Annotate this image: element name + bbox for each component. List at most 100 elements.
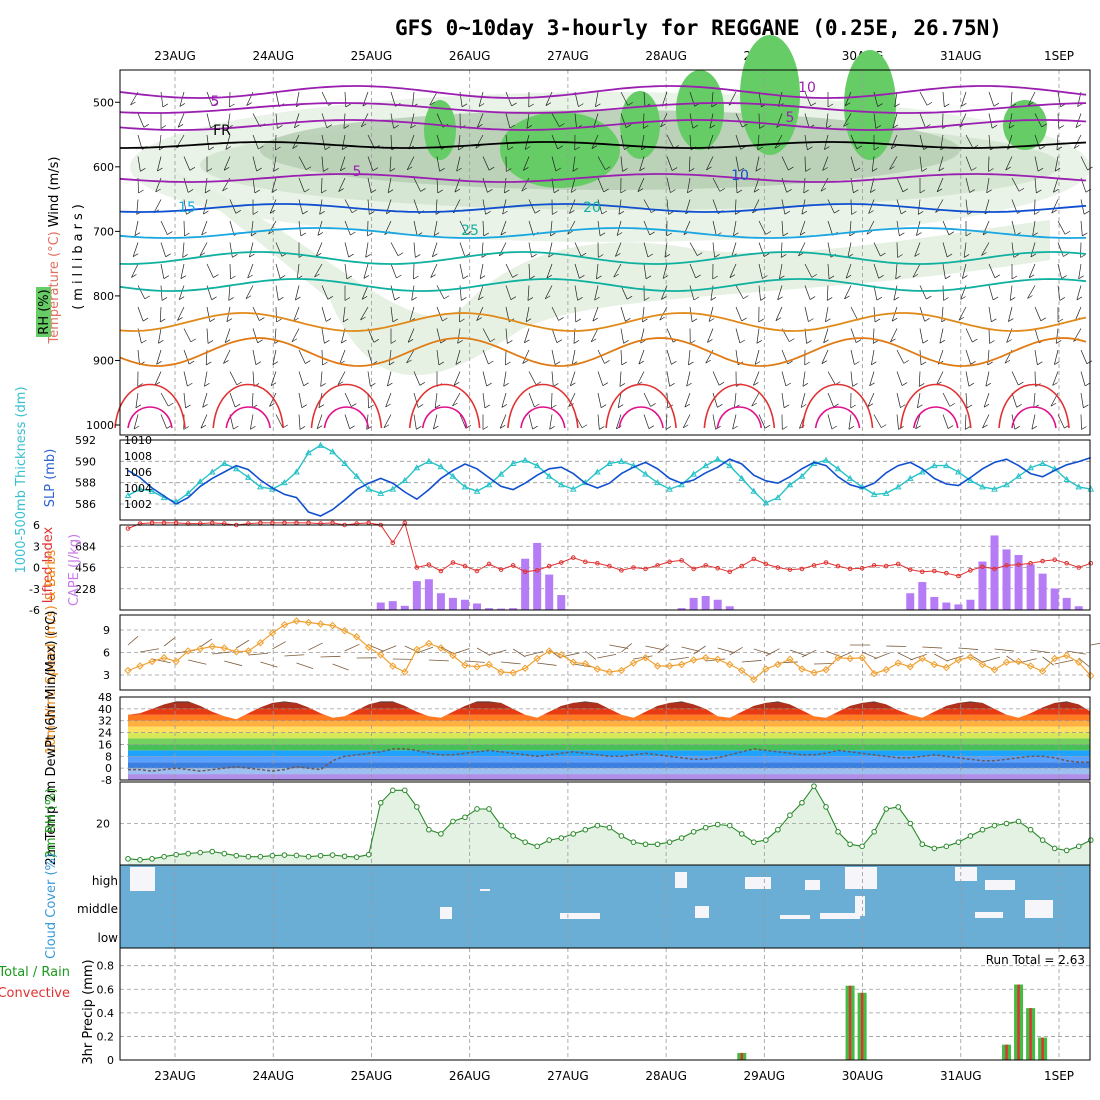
- lifted-index-marker: [1040, 558, 1045, 564]
- wind-barb: [778, 91, 783, 107]
- lifted-index-marker: [751, 556, 757, 562]
- isotherm-line: [119, 312, 1087, 332]
- thickness-marker: [882, 489, 890, 496]
- wind-10m-marker: [148, 657, 156, 666]
- wind-barb: [229, 242, 233, 258]
- wind-barb-flag: [302, 210, 308, 215]
- wind-barb-flag: [1018, 381, 1024, 386]
- wind-barb: [298, 177, 305, 193]
- wind-barb: [619, 371, 622, 387]
- wind-barb: [429, 91, 438, 106]
- wind-barb: [590, 328, 599, 343]
- wind-barb-flag: [605, 166, 611, 170]
- thickness-marker: [991, 485, 998, 492]
- wind-barb-flag: [729, 274, 736, 279]
- wind-barb: [413, 371, 421, 386]
- thickness-marker: [413, 464, 421, 471]
- wind-tick-label: 3: [103, 669, 110, 682]
- rh-2m-marker: [726, 822, 733, 829]
- precip-bars: [737, 984, 1048, 1060]
- thickness-marker: [148, 487, 156, 494]
- wind-barb-flag: [504, 189, 510, 194]
- wind-barb: [251, 392, 254, 408]
- wind-barb-flag: [900, 210, 907, 215]
- wind-barb-flag: [821, 360, 828, 365]
- wind-barb: [869, 371, 875, 386]
- wind-barb-flag: [524, 339, 530, 344]
- wind-barb: [961, 91, 967, 107]
- wind-barb-flag: [992, 296, 999, 301]
- thickness-marker: [690, 470, 697, 477]
- thickness-marker: [1003, 481, 1010, 488]
- thickness-marker: [979, 483, 986, 490]
- wind-barb-flag: [759, 125, 765, 129]
- rh-2m-marker: [245, 853, 252, 860]
- wind-barb-flag: [567, 230, 573, 235]
- wind-barb: [1053, 177, 1059, 193]
- wind-barb: [320, 371, 323, 387]
- wind-barb: [873, 414, 882, 428]
- rh-2m-marker: [546, 837, 553, 843]
- wind-barb: [521, 177, 530, 192]
- wind-barb: [411, 285, 415, 301]
- wind-barb: [274, 328, 277, 344]
- wind-barb: [896, 242, 898, 258]
- wind-10m-barb: [236, 639, 250, 649]
- wind-barb-flag: [523, 167, 529, 171]
- precip-convective-bar: [1017, 984, 1020, 1060]
- lifted-index-marker: [667, 559, 672, 565]
- wind-barb: [367, 177, 372, 193]
- wind-10m-barb: [127, 636, 139, 646]
- wind-barb-flag: [392, 318, 399, 323]
- wind-barb-flag: [187, 382, 193, 387]
- wind-barb: [206, 306, 211, 322]
- wind-barb-flag: [1031, 425, 1038, 430]
- wind-barb: [204, 371, 208, 387]
- wind-barb-flag: [230, 275, 236, 280]
- lifted-index-marker: [1076, 565, 1082, 570]
- wind-barb-flag: [645, 275, 652, 280]
- wind-barb: [337, 371, 346, 385]
- wind-barb: [729, 263, 737, 278]
- rh-high-blob: [676, 70, 724, 150]
- wind-10m-marker: [834, 654, 842, 662]
- wind-barb-flag: [1051, 209, 1057, 214]
- thickness-marker: [293, 468, 300, 475]
- wind-barb-flag: [844, 102, 851, 107]
- wind-barb: [936, 177, 944, 192]
- wind-barb-flag: [438, 361, 445, 366]
- wind-10m-barb: [934, 653, 949, 662]
- wind-barb: [367, 371, 371, 387]
- wind-barb-flag: [1054, 167, 1061, 172]
- wind-barb-flag: [158, 339, 164, 344]
- lifted-index-marker: [739, 563, 745, 569]
- thickness-marker: [497, 470, 505, 477]
- lifted-index-marker: [522, 569, 528, 575]
- diurnal-loop: [114, 383, 186, 429]
- wind-barb: [593, 113, 599, 128]
- wind-barb-flag: [855, 339, 862, 343]
- wind-barb: [459, 242, 466, 257]
- isotherm-label: 5: [211, 94, 220, 110]
- wind-barb: [408, 134, 415, 150]
- wind-barb: [477, 113, 484, 128]
- wind-10m-marker: [1014, 657, 1023, 666]
- wind-barb-flag: [891, 317, 898, 322]
- wind-10m-marker: [882, 666, 890, 674]
- wind-barb: [917, 199, 921, 215]
- wind-barb-flag: [785, 382, 792, 387]
- wind-barb-flag: [316, 425, 323, 429]
- wind-barb: [873, 285, 878, 301]
- wind-barb: [1028, 263, 1036, 278]
- wind-barb-flag: [223, 167, 230, 171]
- wind-10m-marker: [389, 662, 397, 670]
- lifted-index-marker: [426, 562, 432, 567]
- wind-barb: [643, 392, 651, 407]
- wind-barb-flag: [1083, 210, 1090, 215]
- wind-barb: [801, 199, 806, 215]
- precip-convective-bar: [1041, 1037, 1044, 1060]
- wind-barb-flag: [914, 253, 920, 257]
- wind-barb-flag: [719, 188, 725, 192]
- wind-10m-barb: [308, 642, 323, 651]
- wind-10m-marker: [220, 644, 228, 652]
